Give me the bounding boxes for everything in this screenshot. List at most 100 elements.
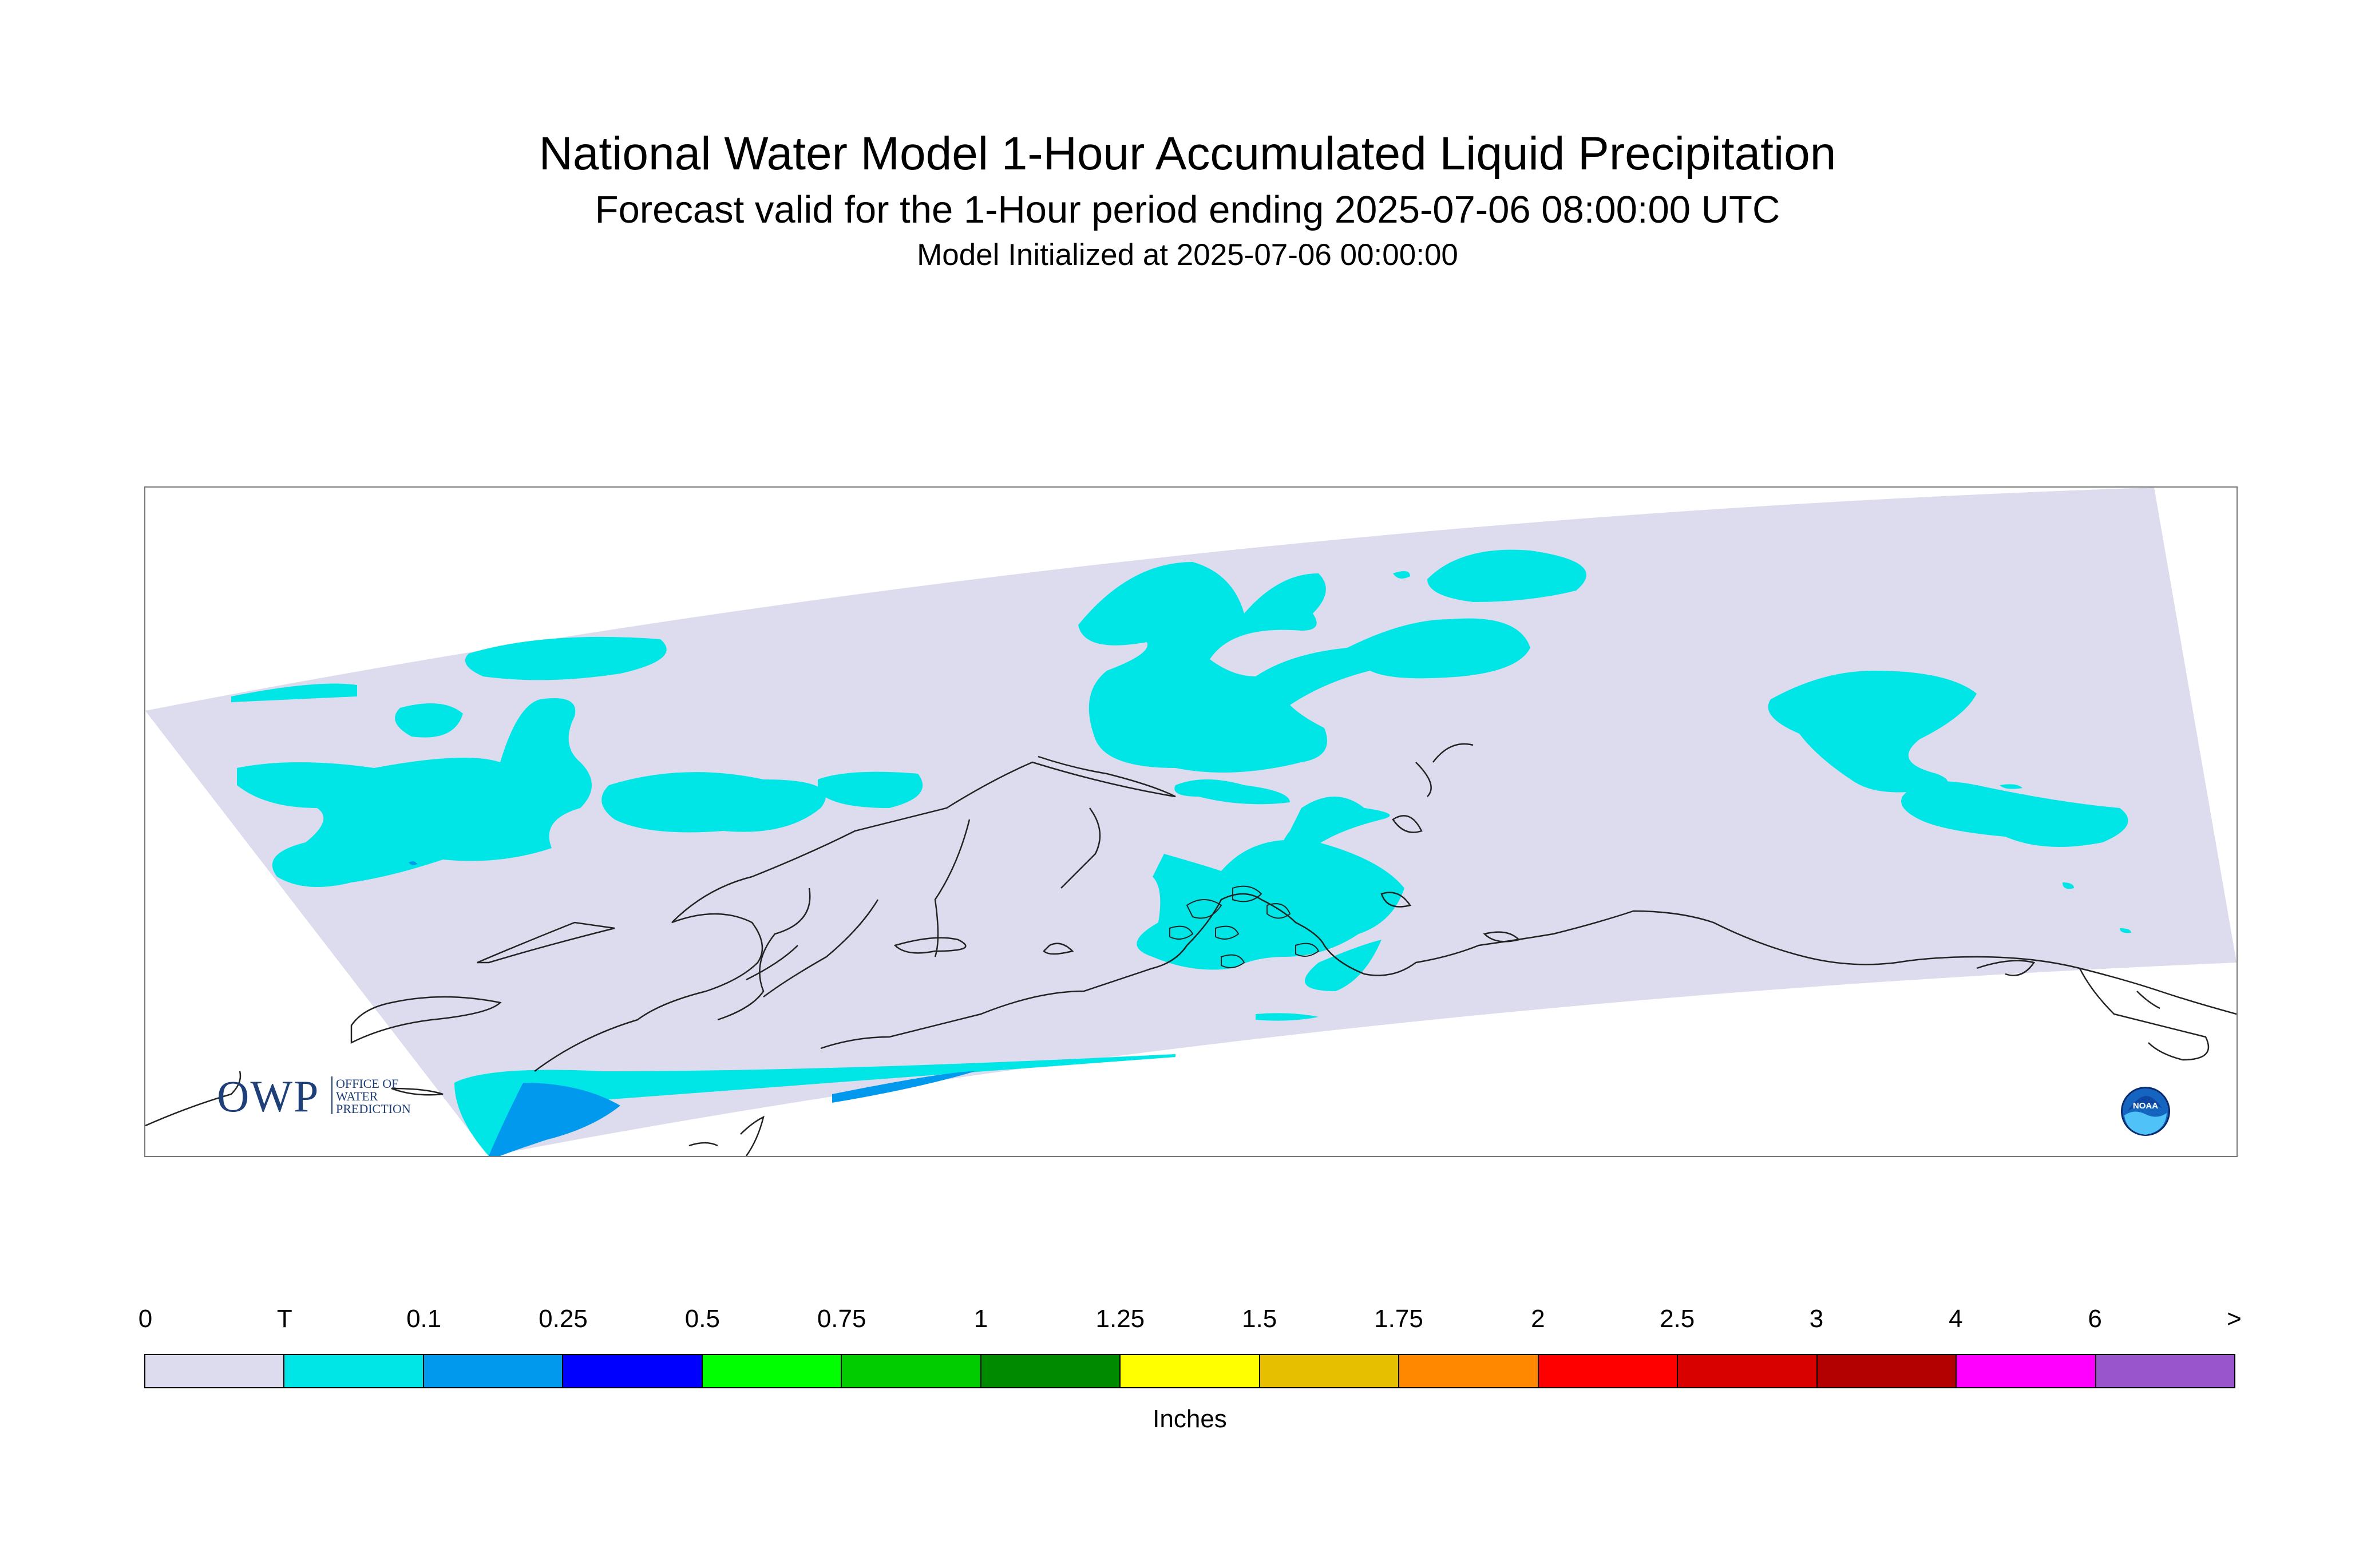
svg-text:NOAA: NOAA xyxy=(2133,1101,2158,1111)
precip-area xyxy=(1282,797,1390,852)
precip-area xyxy=(395,703,463,738)
coastline xyxy=(740,1115,765,1156)
coastline xyxy=(1295,943,1320,957)
colorbar-swatch xyxy=(981,1355,1121,1387)
precip-area xyxy=(1908,773,1922,777)
precip-area xyxy=(1768,671,1977,793)
coastline xyxy=(1976,960,2036,976)
coastline xyxy=(1186,899,1222,919)
map-panel: OWP OFFICE OF WATER PREDICTION NOAA xyxy=(144,486,2238,1157)
coastline xyxy=(477,921,615,964)
colorbar-swatch xyxy=(2096,1355,2235,1387)
coastline xyxy=(391,1087,444,1096)
coastline xyxy=(350,996,502,1044)
coastline xyxy=(1215,925,1240,940)
coastline xyxy=(893,937,967,954)
colorbar-swatch xyxy=(1260,1355,1400,1387)
colorbar-tick-label: 0.25 xyxy=(539,1305,588,1333)
coastline xyxy=(1232,885,1262,902)
colorbar-swatch xyxy=(284,1355,424,1387)
colorbar-units-label: Inches xyxy=(1153,1405,1227,1433)
precip-map xyxy=(145,488,2237,1156)
colorbar-swatch xyxy=(1538,1355,1679,1387)
coastline xyxy=(763,899,879,998)
coastline xyxy=(820,893,2237,1050)
precip-area xyxy=(832,1071,975,1103)
precip-area xyxy=(237,698,592,887)
colorbar-swatch xyxy=(1399,1355,1539,1387)
precip-area xyxy=(2063,882,2074,889)
colorbar-swatch xyxy=(1678,1355,1818,1387)
model-domain-fill xyxy=(145,488,2237,1156)
coastline xyxy=(1392,815,1423,833)
coastline xyxy=(1266,903,1291,919)
owp-logo-subtitle: OFFICE OF WATER PREDICTION xyxy=(336,1076,411,1116)
precip-trace-areas xyxy=(231,549,2131,1156)
colorbar-swatch xyxy=(1817,1355,1957,1387)
precip-area xyxy=(1305,940,1382,991)
colorbar-tick-label: 3 xyxy=(1809,1305,1824,1333)
colorbar-tick-label: 1.5 xyxy=(1242,1305,1277,1333)
coastline xyxy=(1432,743,1474,763)
island-outlines xyxy=(1169,885,1320,968)
precip-area xyxy=(2120,928,2131,933)
colorbar-swatch xyxy=(702,1355,842,1387)
coastline xyxy=(145,1071,242,1127)
colorbar-tick-label: 1.75 xyxy=(1374,1305,1423,1333)
colorbar-tick-label: 2 xyxy=(1531,1305,1545,1333)
precip-area xyxy=(454,1054,1175,1156)
precip-area xyxy=(465,636,667,680)
colorbar-swatch xyxy=(1957,1355,2096,1387)
precip-area xyxy=(1174,779,1290,805)
precip-area xyxy=(1427,549,1586,602)
colorbar-tick-label: 0.75 xyxy=(817,1305,866,1333)
coastline xyxy=(1221,954,1245,968)
precip-area xyxy=(1256,1013,1319,1021)
coastline xyxy=(534,755,1176,1072)
coastline xyxy=(746,945,798,981)
coastline xyxy=(1483,931,1521,943)
colorbar-swatch xyxy=(842,1355,981,1387)
precip-area xyxy=(601,772,826,833)
coastline xyxy=(1415,762,1432,797)
model-init-subtitle: Model Initialized at 2025-07-06 00:00:00 xyxy=(917,238,1458,272)
precip-area xyxy=(409,861,417,865)
forecast-valid-subtitle: Forecast valid for the 1-Hour period end… xyxy=(595,188,1780,231)
colorbar-tick-label: 4 xyxy=(1949,1305,1963,1333)
colorbar-tick-label: 0.5 xyxy=(684,1305,720,1333)
noaa-logo-icon: NOAA xyxy=(2121,1087,2170,1136)
colorbar-swatch xyxy=(563,1355,703,1387)
precip-area xyxy=(2000,784,2022,789)
precip-area xyxy=(1393,571,1410,579)
coastline xyxy=(1380,892,1412,908)
colorbar xyxy=(144,1354,2235,1388)
coastline xyxy=(2079,968,2210,1061)
colorbar-swatch xyxy=(1121,1355,1260,1387)
coastline xyxy=(717,888,811,1021)
colorbar-tick-label: T xyxy=(276,1305,292,1333)
colorbar-swatch xyxy=(145,1355,285,1387)
coastline xyxy=(1043,943,1074,955)
owp-logo-divider xyxy=(331,1076,332,1114)
colorbar-tick-label: 0 xyxy=(138,1305,153,1333)
colorbar-tick-label: 6 xyxy=(2088,1305,2102,1333)
colorbar-legend: 0 T 0.1 0.25 0.5 0.75 1 1.25 1.5 1.75 2 2.5 3 4 6 > Inc… xyxy=(138,1305,2242,1436)
colorbar-tick-label: 2.5 xyxy=(1660,1305,1695,1333)
precip-area xyxy=(1901,781,2128,847)
precip-light-areas xyxy=(409,861,975,1156)
chart-title: National Water Model 1-Hour Accumulated … xyxy=(539,128,1836,180)
colorbar-tick-label: 1.25 xyxy=(1095,1305,1145,1333)
colorbar-swatch xyxy=(423,1355,564,1387)
precip-area xyxy=(231,683,357,702)
colorbar-tick-label: 0.1 xyxy=(406,1305,442,1333)
coastline xyxy=(2136,991,2160,1009)
coastlines xyxy=(145,743,2237,1156)
owp-logo-text: OWP xyxy=(217,1071,320,1121)
coastline xyxy=(934,819,971,957)
precip-area xyxy=(1078,562,1530,773)
coastline xyxy=(688,1142,718,1147)
colorbar-tick-label: 1 xyxy=(973,1305,988,1333)
coastline xyxy=(1169,925,1194,940)
coastline xyxy=(1060,807,1101,889)
precip-area xyxy=(489,1083,620,1156)
